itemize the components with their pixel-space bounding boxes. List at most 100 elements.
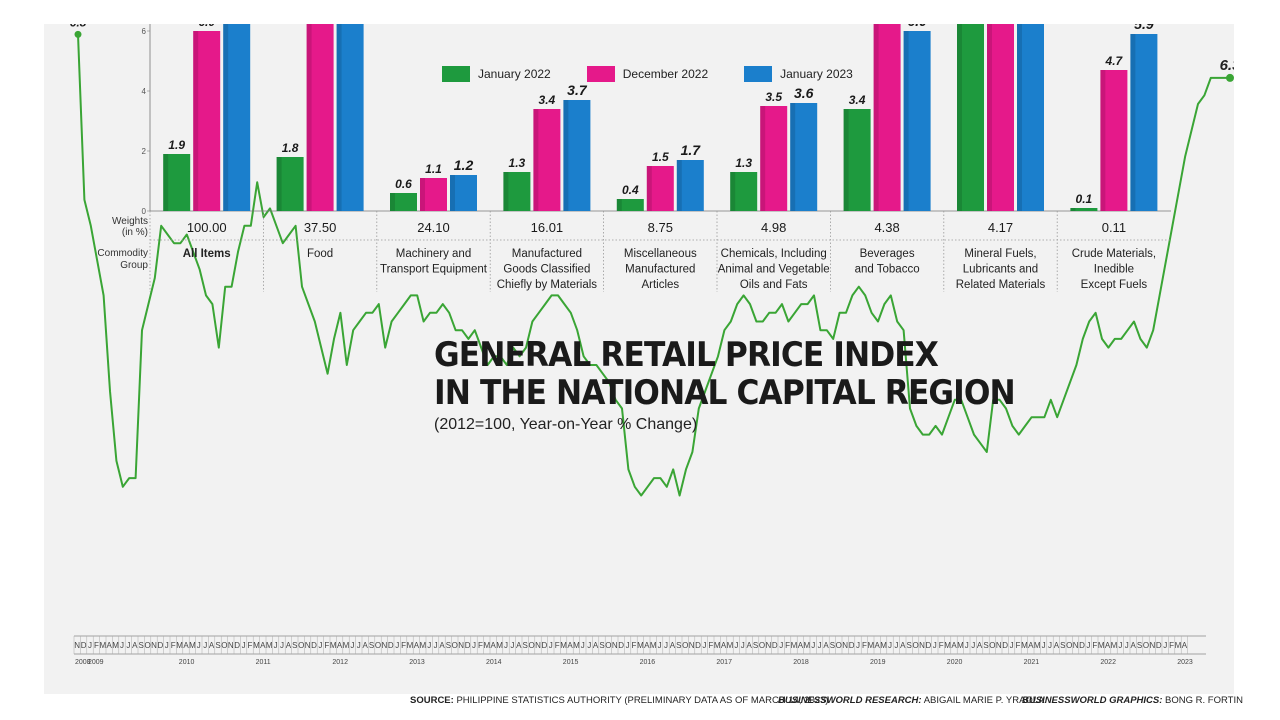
graphics-label: BUSINESSWORLD GRAPHICS: — [1022, 695, 1163, 706]
month-tick-label: J — [856, 641, 860, 650]
month-tick-label: A — [875, 641, 881, 650]
month-tick-label: S — [1137, 641, 1142, 650]
month-tick-label: J — [971, 641, 975, 650]
bar-shade — [223, 24, 229, 211]
month-tick-label: M — [1175, 641, 1182, 650]
month-tick-label: J — [581, 641, 585, 650]
chart-title-line-1: GENERAL RETAIL PRICE INDEX — [434, 335, 939, 375]
bar-shade — [306, 24, 312, 211]
bar-value-label: 1.3 — [735, 156, 752, 170]
month-tick-label: F — [1169, 641, 1174, 650]
bar-value-label: 6.0 — [198, 24, 215, 29]
month-tick-label: O — [221, 641, 227, 650]
month-tick-label: J — [472, 641, 476, 650]
month-tick-label: F — [324, 641, 329, 650]
month-tick-label: J — [395, 641, 399, 650]
year-label: 2021 — [1024, 659, 1040, 666]
month-tick-label: M — [637, 641, 644, 650]
bar — [843, 109, 871, 211]
month-tick-label: O — [1143, 641, 1149, 650]
bar — [676, 160, 704, 211]
month-tick-label: J — [1048, 641, 1052, 650]
bar — [420, 178, 447, 211]
legend-swatch-green — [442, 66, 470, 82]
year-label: 2018 — [793, 659, 809, 666]
month-tick-label: A — [516, 641, 522, 650]
month-tick-label: S — [215, 641, 220, 650]
bar-shade — [193, 31, 199, 211]
month-tick-label: M — [880, 641, 887, 650]
bar-shade — [450, 175, 455, 211]
month-tick-label: A — [414, 641, 420, 650]
legend-item: January 2022 — [442, 66, 551, 82]
month-tick-label: A — [644, 641, 650, 650]
bar — [1130, 34, 1158, 211]
weights-row-label: Weights — [112, 216, 148, 227]
month-tick-label: M — [483, 641, 490, 650]
month-tick-label: N — [1150, 641, 1156, 650]
legend-label: December 2022 — [622, 67, 709, 81]
month-tick-label: S — [599, 641, 604, 650]
weights-row-label: (in %) — [122, 227, 148, 238]
month-tick-label: F — [248, 641, 253, 650]
bar-value-label: 3.7 — [567, 82, 588, 98]
category-label: Except Fuels — [1081, 279, 1148, 291]
month-tick-label: M — [176, 641, 183, 650]
month-tick-label: J — [818, 641, 822, 650]
source-label: SOURCE: — [410, 695, 454, 706]
month-tick-label: S — [446, 641, 451, 650]
month-tick-label: J — [894, 641, 898, 650]
month-tick-label: J — [1118, 641, 1122, 650]
month-tick-label: S — [292, 641, 297, 650]
month-tick-label: N — [996, 641, 1002, 650]
year-label: 2013 — [409, 659, 425, 666]
bar-shade — [730, 172, 736, 211]
month-tick-label: M — [867, 641, 874, 650]
month-tick-label: N — [305, 641, 311, 650]
month-tick-label: M — [1034, 641, 1041, 650]
month-tick-label: M — [496, 641, 503, 650]
bar-shade — [533, 109, 539, 211]
month-tick-label: N — [458, 641, 464, 650]
y-tick-label: 0 — [142, 207, 147, 216]
legend-swatch-blue — [744, 66, 773, 82]
bar — [390, 193, 417, 211]
month-tick-label: S — [369, 641, 374, 650]
month-tick-label: M — [343, 641, 350, 650]
bar-value-label: 3.4 — [539, 93, 556, 107]
month-tick-label: J — [734, 641, 738, 650]
month-tick-label: N — [689, 641, 695, 650]
month-tick-label: M — [407, 641, 414, 650]
chart-canvas: 6.86.3NDJFMAMJJASONDJFMAMJJASONDJFMAMJJA… — [70, 24, 1234, 666]
bar — [646, 166, 674, 211]
month-tick-label: F — [478, 641, 483, 650]
month-tick-label: A — [1131, 641, 1137, 650]
month-tick-label: J — [811, 641, 815, 650]
weight-value: 24.10 — [417, 220, 450, 235]
month-tick-label: N — [535, 641, 541, 650]
month-tick-label: A — [1105, 641, 1111, 650]
bar-shade — [1130, 34, 1136, 211]
bar — [163, 154, 191, 211]
month-tick-label: A — [491, 641, 497, 650]
weight-value: 4.98 — [761, 220, 786, 235]
month-tick-label: M — [650, 641, 657, 650]
bar-value-label: 3.4 — [849, 93, 866, 107]
month-tick-label: J — [664, 641, 668, 650]
month-tick-label: D — [1079, 641, 1085, 650]
y-tick-label: 4 — [142, 87, 147, 96]
bar-value-label: 1.8 — [282, 141, 299, 155]
month-tick-label: A — [1054, 641, 1060, 650]
bar-shade — [760, 106, 766, 211]
weight-value: 4.17 — [988, 220, 1013, 235]
weight-value: 100.00 — [187, 220, 227, 235]
bar-shade — [843, 109, 849, 211]
bar — [533, 109, 561, 211]
category-label: Lubricants and — [963, 264, 1038, 276]
category-label: Beverages — [860, 248, 915, 260]
line-start-label: 6.8 — [70, 24, 87, 29]
bar-shade — [1017, 24, 1022, 211]
bar-shade — [1100, 70, 1106, 211]
bar-value-label: 1.1 — [425, 162, 442, 176]
bar — [616, 199, 644, 211]
